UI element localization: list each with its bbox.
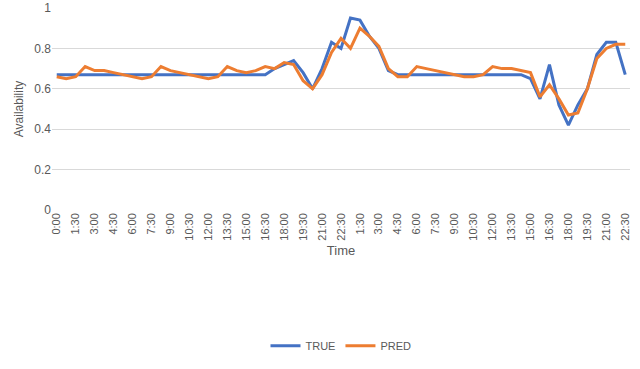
svg-text:0.6: 0.6	[34, 82, 51, 96]
svg-text:15:00: 15:00	[524, 213, 536, 241]
svg-text:21:00: 21:00	[600, 213, 612, 241]
svg-text:10:30: 10:30	[183, 213, 195, 241]
svg-text:9:00: 9:00	[448, 213, 460, 234]
svg-text:12:00: 12:00	[202, 213, 214, 241]
svg-text:21:00: 21:00	[316, 213, 328, 241]
svg-text:19:30: 19:30	[581, 213, 593, 241]
svg-text:18:00: 18:00	[278, 213, 290, 241]
svg-text:PRED: PRED	[380, 340, 411, 352]
svg-text:Availability: Availability	[12, 81, 26, 137]
svg-text:6:00: 6:00	[126, 213, 138, 234]
svg-text:18:00: 18:00	[562, 213, 574, 241]
svg-text:1:30: 1:30	[69, 213, 81, 234]
svg-text:19:30: 19:30	[297, 213, 309, 241]
svg-text:12:00: 12:00	[486, 213, 498, 241]
svg-text:0.2: 0.2	[34, 163, 51, 177]
svg-text:7:30: 7:30	[429, 213, 441, 234]
svg-text:22:30: 22:30	[335, 213, 347, 241]
svg-text:22:30: 22:30	[619, 213, 631, 241]
svg-text:7:30: 7:30	[145, 213, 157, 234]
svg-text:16:30: 16:30	[259, 213, 271, 241]
svg-text:Time: Time	[327, 243, 355, 258]
svg-text:3:00: 3:00	[372, 213, 384, 234]
svg-text:1:30: 1:30	[354, 213, 366, 234]
svg-text:1: 1	[44, 1, 51, 15]
svg-text:4:30: 4:30	[107, 213, 119, 234]
svg-text:6:00: 6:00	[410, 213, 422, 234]
svg-text:3:00: 3:00	[88, 213, 100, 234]
svg-text:13:30: 13:30	[221, 213, 233, 241]
svg-text:16:30: 16:30	[543, 213, 555, 241]
svg-text:10:30: 10:30	[467, 213, 479, 241]
svg-text:9:00: 9:00	[164, 213, 176, 234]
svg-text:TRUE: TRUE	[306, 340, 336, 352]
svg-text:0.8: 0.8	[34, 42, 51, 56]
svg-text:4:30: 4:30	[391, 213, 403, 234]
svg-text:0:00: 0:00	[50, 213, 62, 234]
svg-text:13:30: 13:30	[505, 213, 517, 241]
svg-text:15:00: 15:00	[240, 213, 252, 241]
svg-text:0: 0	[44, 203, 51, 217]
svg-text:0.4: 0.4	[34, 122, 51, 136]
